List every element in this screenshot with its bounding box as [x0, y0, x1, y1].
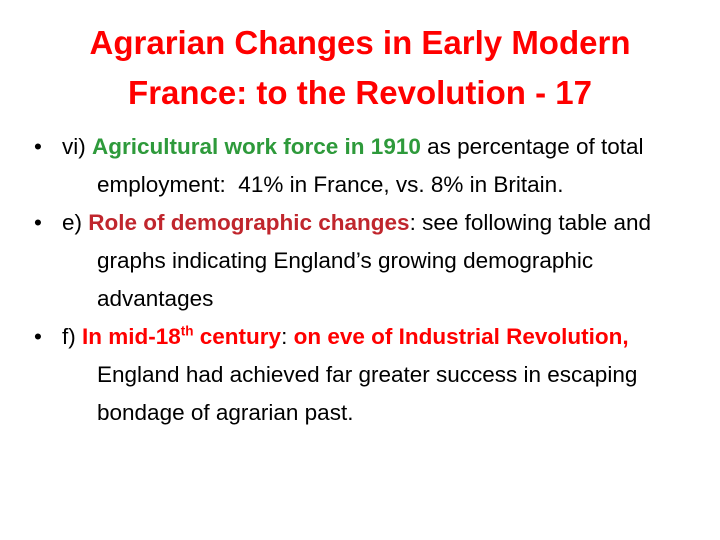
text-run: England had achieved far greater success…	[97, 324, 644, 425]
bullet-list: • vi) Agricultural work force in 1910 as …	[0, 128, 690, 432]
bullet-dot: •	[34, 324, 42, 349]
text-run: e)	[62, 210, 89, 235]
bullet-item: • e) Role of demographic changes: see fol…	[0, 204, 690, 318]
bullet-item: • f) In mid-18th century: on eve of Indus…	[0, 318, 690, 432]
text-run: on eve of Industrial Revolution,	[293, 324, 629, 349]
bullet-dot: •	[34, 210, 42, 235]
text-run: :	[281, 324, 294, 349]
text-run: : see following table and graphs indicat…	[97, 210, 658, 311]
slide-title: Agrarian Changes in Early Modern France:…	[89, 24, 631, 111]
text-run: vi)	[62, 134, 92, 159]
text-run: f)	[62, 324, 82, 349]
bullet-dot: •	[34, 134, 42, 159]
bullet-item: • vi) Agricultural work force in 1910 as …	[0, 128, 690, 204]
text-run: as percentage of total employment: 41% i…	[97, 134, 650, 197]
text-run: Agricultural work force in 1910	[92, 134, 421, 159]
text-run: In mid-18	[82, 324, 181, 349]
text-run: Role of demographic changes	[88, 210, 410, 235]
superscript: th	[180, 323, 194, 339]
text-run: century	[193, 324, 282, 349]
